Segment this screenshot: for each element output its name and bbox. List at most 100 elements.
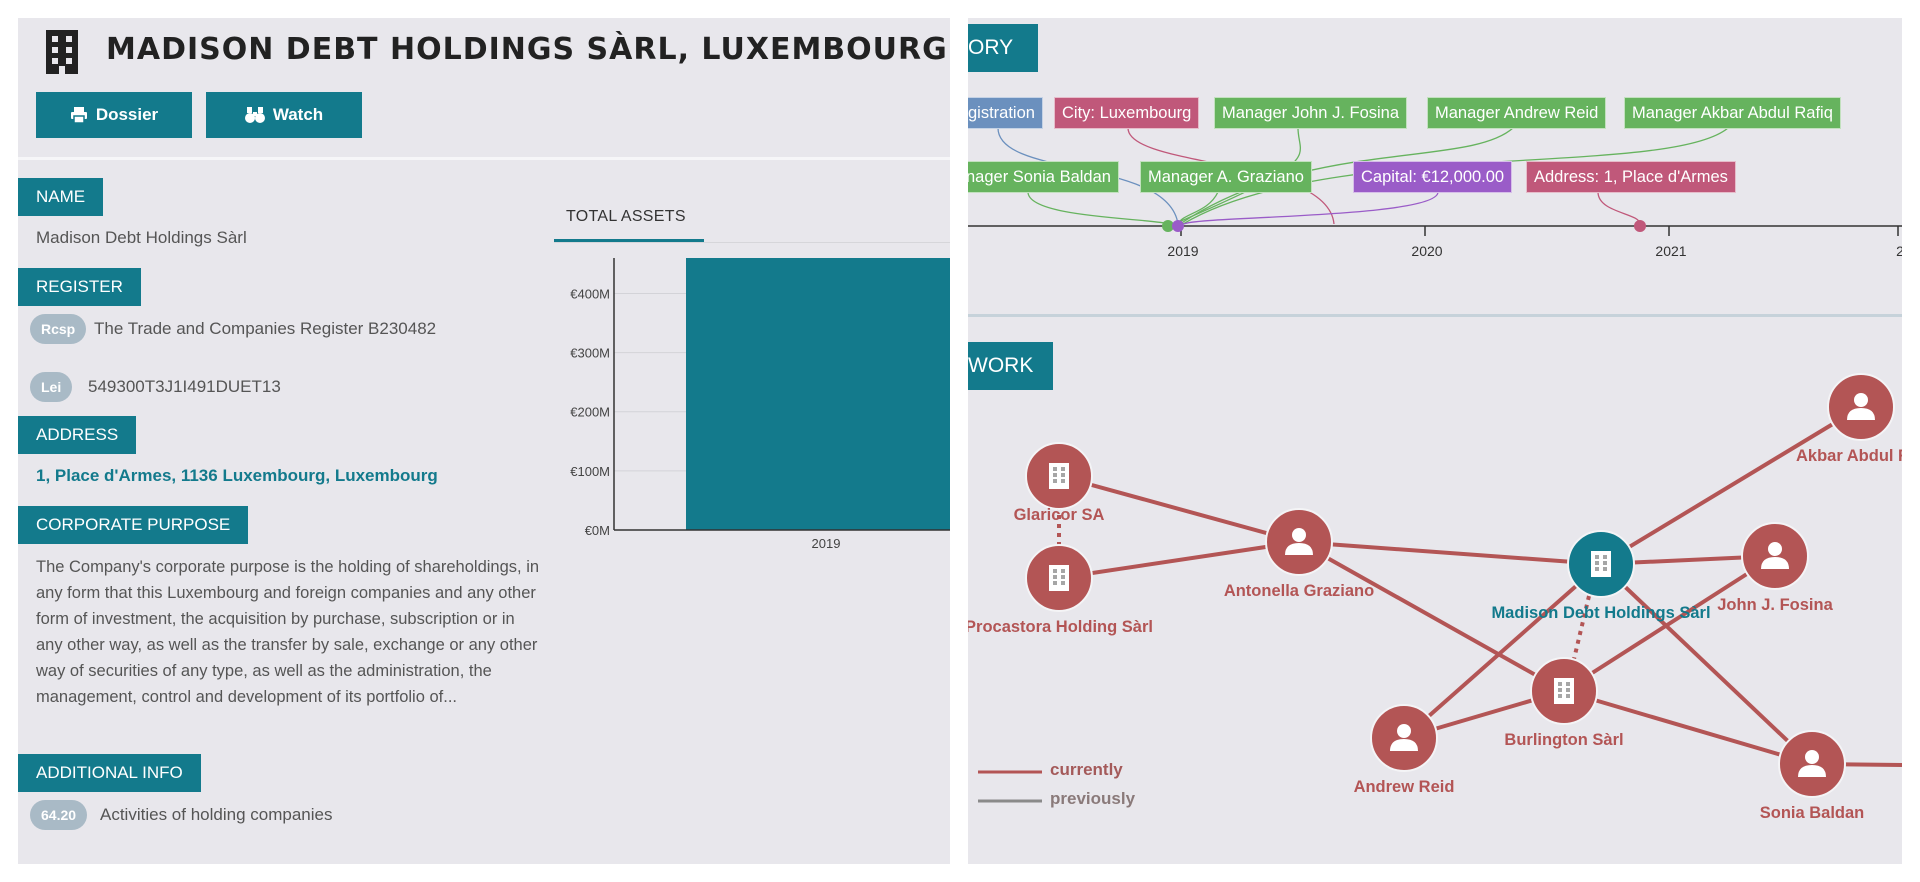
event-manager-graziano[interactable]: Manager A. Graziano — [1140, 161, 1312, 193]
dossier-label: Dossier — [95, 105, 159, 124]
tab-total-assets[interactable]: TOTAL ASSETS — [566, 208, 686, 225]
building-body — [1049, 565, 1069, 591]
building-window — [1566, 694, 1570, 698]
network-edge — [1599, 562, 1814, 766]
node-label-glaricor: Glaricor SA — [1014, 506, 1105, 524]
building-body — [1554, 678, 1574, 704]
node-label-reid: Andrew Reid — [1354, 778, 1455, 796]
x-tick-label: 2019 — [812, 536, 841, 551]
building-body — [1049, 463, 1069, 489]
timeline-year-label: 2020 — [1411, 243, 1442, 259]
node-label-akbar: Akbar Abdul R — [1796, 447, 1902, 465]
timeline-year-label: 2 — [1896, 243, 1902, 259]
building-window — [1595, 567, 1599, 571]
timeline-marker — [1162, 220, 1174, 232]
event-address[interactable]: Address: 1, Place d'Armes — [1526, 161, 1736, 193]
reid-person-icon — [1390, 724, 1418, 751]
history-section-label: ORY — [968, 24, 1038, 72]
entity-network-graph[interactable]: Glaricor SA Procastora Holding Sàrl Antone… — [968, 18, 1902, 864]
lei-number: 549300T3J1I491DUET13 — [88, 377, 281, 396]
bar-2019 — [686, 258, 950, 530]
name-section-label: NAME — [18, 178, 104, 216]
y-tick-label: €200M — [570, 405, 610, 420]
timeline-connector — [1179, 127, 1514, 225]
purpose-section-label: CORPORATE PURPOSE — [18, 506, 249, 544]
building-window — [1558, 688, 1562, 692]
person-head — [1768, 542, 1782, 556]
network-edge-dotted — [1572, 595, 1591, 660]
building-window — [1053, 479, 1057, 483]
building-window — [1053, 575, 1057, 579]
building-window — [1053, 569, 1057, 573]
company-details-panel: MADISON DEBT HOLDINGS SÀRL, LUXEMBOURG D… — [18, 18, 950, 864]
y-tick-label: €300M — [570, 346, 610, 361]
person-head — [1292, 528, 1306, 542]
building-window — [1566, 688, 1570, 692]
legend-previously: previously — [1050, 789, 1136, 808]
building-window — [1061, 473, 1065, 477]
event-manager-reid[interactable]: Manager Andrew Reid — [1427, 97, 1607, 129]
building-window — [1595, 561, 1599, 565]
event-city[interactable]: City: Luxembourg — [1054, 97, 1200, 129]
rcsp-badge: Rcsp — [30, 314, 87, 344]
total-assets-chart: €0M €100M €200M €300M €400M 2019 — [570, 258, 950, 551]
watch-button[interactable]: Watch — [206, 92, 362, 138]
building-window — [1595, 555, 1599, 559]
burlington-building-icon — [1554, 678, 1574, 704]
event-manager-rafiq[interactable]: Manager Akbar Abdul Rafiq — [1624, 97, 1841, 129]
node-label-fosina: John J. Fosina — [1717, 596, 1833, 614]
building-window — [1061, 575, 1065, 579]
history-tag-text: ORY — [968, 36, 1014, 59]
legend-currently: currently — [1050, 760, 1123, 779]
tab-underline — [554, 239, 704, 242]
timeline-connector — [1027, 191, 1171, 225]
network-edge — [1562, 554, 1777, 693]
person-head — [1397, 724, 1411, 738]
node-label-antonella: Antonella Graziano — [1224, 582, 1374, 600]
building-window — [1053, 473, 1057, 477]
event-manager-fosina[interactable]: Manager John J. Fosina — [1214, 97, 1408, 129]
sonia-person-icon — [1798, 750, 1826, 777]
lei-badge: Lei — [30, 372, 73, 402]
building-body — [1591, 551, 1611, 577]
building-window — [1603, 561, 1607, 565]
building-window — [1558, 682, 1562, 686]
node-label-burlington: Burlington Sàrl — [1504, 731, 1623, 749]
antonella-person-icon — [1285, 528, 1313, 555]
procastora-building-icon — [1049, 565, 1069, 591]
nace-code-badge: 64.20 — [30, 800, 88, 830]
network-edge — [1058, 474, 1300, 544]
person-body — [1285, 543, 1313, 555]
binoculars-icon — [244, 107, 265, 123]
event-registration[interactable]: gistration — [968, 97, 1043, 129]
y-tick-label: €100M — [570, 464, 610, 479]
history-network-panel: 2019 2020 2021 2 ORY gistration City: Luxem… — [968, 18, 1902, 864]
dossier-button[interactable]: Dossier — [36, 92, 192, 138]
network-edge — [1402, 562, 1603, 740]
building-window — [1053, 581, 1057, 585]
timeline-year-label: 2021 — [1655, 243, 1686, 259]
person-body — [1847, 408, 1875, 420]
akbar-person-icon — [1847, 393, 1875, 420]
building-window — [1558, 694, 1562, 698]
building-window — [1603, 555, 1607, 559]
corporate-purpose-text: The Company's corporate purpose is the h… — [36, 558, 540, 706]
event-capital[interactable]: Capital: €12,000.00 — [1353, 161, 1513, 193]
printer-icon — [70, 107, 87, 124]
event-manager-baldan[interactable]: nager Sonia Baldan — [968, 161, 1119, 193]
page-title: MADISON DEBT HOLDINGS SÀRL, LUXEMBOURG — [106, 32, 948, 67]
person-body — [1798, 765, 1826, 777]
building-window — [1061, 479, 1065, 483]
address-link[interactable]: 1, Place d'Armes, 1136 Luxembourg, Luxem… — [36, 466, 438, 485]
tab-baseline — [554, 242, 950, 243]
person-body — [1390, 739, 1418, 751]
network-edge — [1058, 540, 1300, 580]
building-icon — [46, 30, 78, 74]
network-edge — [1563, 689, 1813, 766]
register-section-label: REGISTER — [18, 268, 141, 306]
building-window — [1061, 581, 1065, 585]
building-window — [1603, 567, 1607, 571]
person-head — [1805, 750, 1819, 764]
address-section-label: ADDRESS — [18, 416, 137, 454]
node-label-madison: Madison Debt Holdings Sàrl — [1491, 604, 1710, 622]
